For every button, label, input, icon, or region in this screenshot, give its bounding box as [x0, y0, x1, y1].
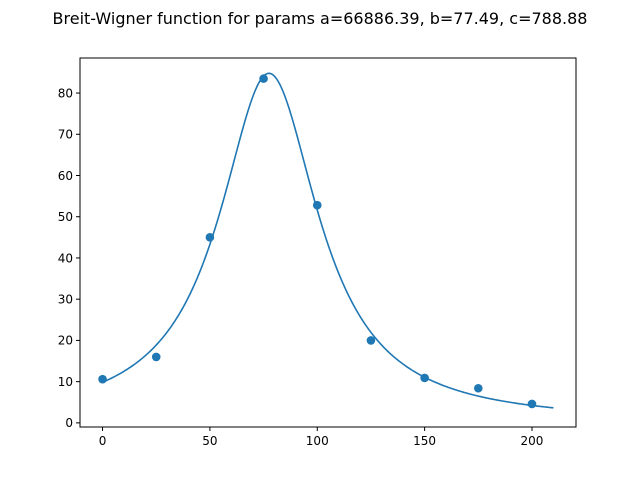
data-point — [527, 399, 537, 409]
x-tick-label: 100 — [306, 434, 329, 448]
x-tick-label: 200 — [521, 434, 544, 448]
data-point — [366, 336, 376, 345]
y-tick-label: 10 — [58, 375, 73, 389]
y-tick-label: 30 — [58, 292, 73, 306]
fit-curve — [102, 72, 554, 409]
y-tick-label: 50 — [58, 210, 73, 224]
data-point — [259, 74, 268, 83]
data-point — [312, 200, 322, 210]
y-tick-label: 0 — [65, 416, 73, 430]
y-tick-label: 80 — [58, 86, 73, 100]
x-tick-label: 0 — [99, 434, 107, 448]
data-point — [474, 383, 483, 393]
y-tick-label: 40 — [58, 251, 73, 265]
data-point — [420, 373, 429, 383]
chart-title: Breit-Wigner function for params a=66886… — [53, 9, 588, 28]
data-point — [205, 233, 215, 242]
data-point — [151, 352, 161, 362]
x-tick-label: 150 — [413, 434, 436, 448]
axes-frame — [79, 57, 577, 428]
axis-ticks: 0 50 100 150 200 0 10 20 30 40 50 60 70 80 — [58, 86, 544, 448]
data-point — [98, 374, 107, 384]
y-tick-label: 20 — [58, 334, 73, 348]
x-tick-label: 50 — [202, 434, 217, 448]
y-tick-label: 70 — [58, 128, 73, 142]
plot-area — [98, 72, 554, 409]
y-tick-label: 60 — [58, 169, 73, 183]
